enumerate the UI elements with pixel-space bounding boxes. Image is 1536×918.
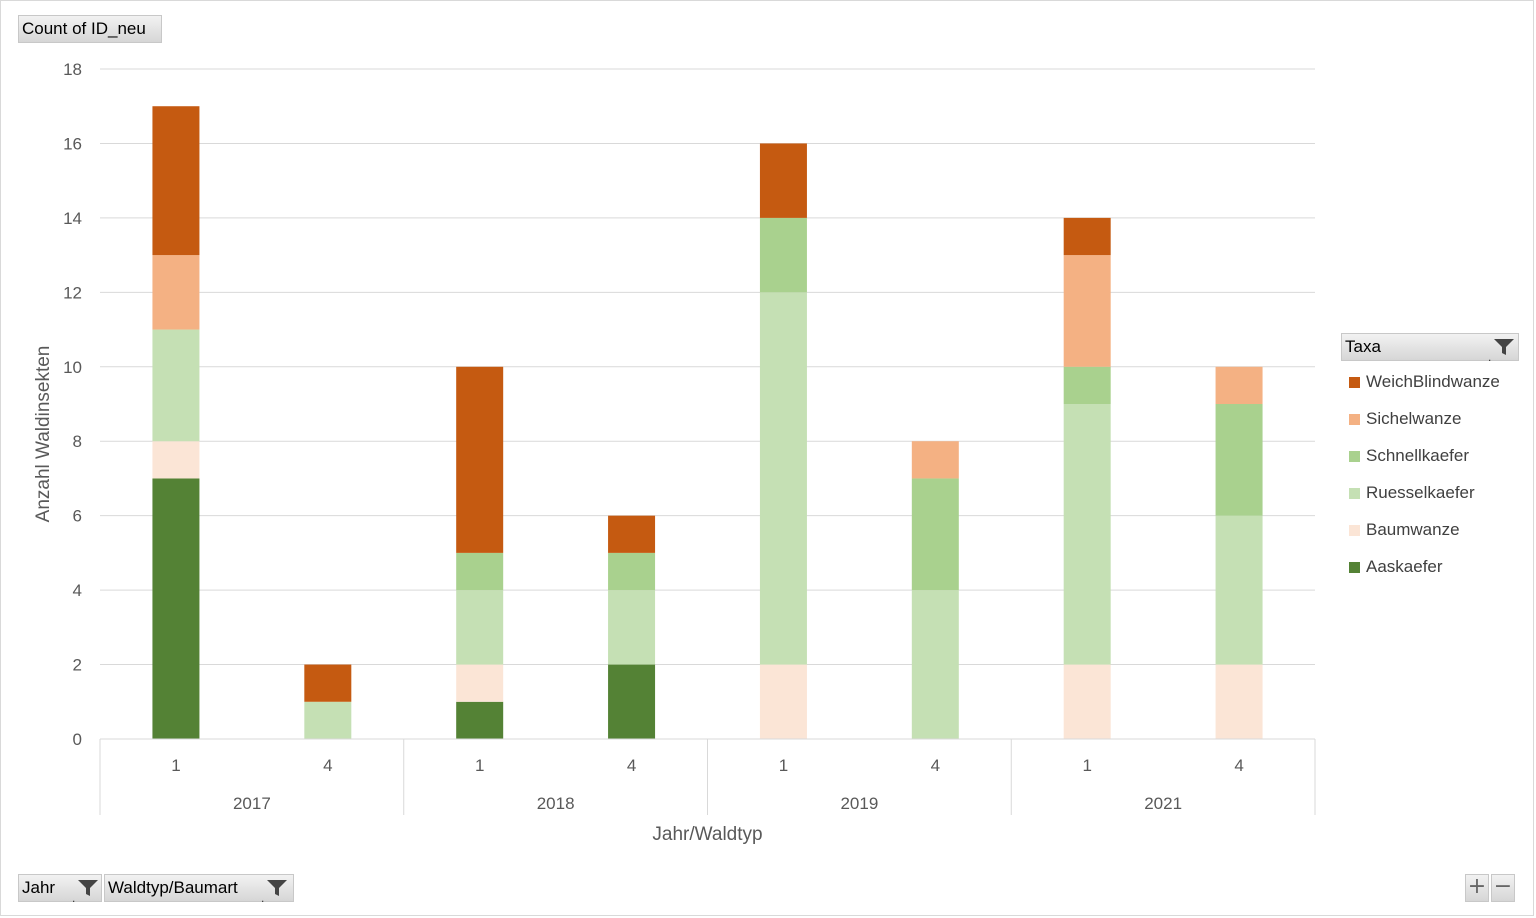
legend-taxa-filter-button[interactable]: Taxa . (1341, 333, 1519, 364)
bar-segment (759, 143, 807, 218)
y-tick-label: 14 (63, 209, 82, 228)
filter-icon (78, 880, 98, 896)
x-group-label: 2019 (840, 794, 878, 813)
bar-segment (608, 590, 656, 665)
bar-segment (608, 664, 656, 739)
filter-icon (1494, 339, 1514, 355)
legend-label: Schnellkaefer (1366, 446, 1470, 465)
bar-segment (1063, 366, 1111, 404)
x-group-label: 2017 (233, 794, 271, 813)
bar-segment (1063, 217, 1111, 256)
x-tick-label: 1 (779, 756, 788, 775)
bar-segment (1215, 664, 1263, 739)
bar-segment (456, 552, 504, 591)
bar-segment (1215, 404, 1263, 516)
x-group-label: 2021 (1144, 794, 1182, 813)
jahr-field-label: Jahr (22, 878, 56, 897)
y-axis-title: Anzahl Waldinsekten (33, 346, 54, 523)
legend-swatch (1349, 414, 1360, 425)
bar-segment (759, 217, 807, 293)
y-tick-label: 2 (73, 656, 82, 675)
bar-segment (1063, 664, 1111, 739)
legend-swatch (1349, 562, 1360, 573)
bar-segment (759, 664, 807, 739)
legend-swatch (1349, 488, 1360, 499)
x-group-label: 2018 (537, 794, 575, 813)
y-tick-label: 8 (73, 432, 82, 451)
legend-swatch (1349, 451, 1360, 462)
bar-segment (304, 664, 352, 702)
x-tick-label: 4 (931, 756, 940, 775)
jahr-filter-button[interactable]: Jahr . (18, 874, 102, 905)
legend-label: Baumwanze (1366, 520, 1460, 539)
legend-label: Ruesselkaefer (1366, 483, 1475, 502)
x-tick-label: 1 (475, 756, 484, 775)
bar-segment (911, 441, 959, 479)
x-tick-label: 1 (1082, 756, 1091, 775)
y-tick-label: 18 (63, 60, 82, 79)
legend-swatch (1349, 525, 1360, 536)
value-field-button[interactable]: Count of ID_neu (18, 15, 162, 43)
legend-swatch (1349, 377, 1360, 388)
bar-segment (456, 590, 504, 665)
waldtyp-filter-button[interactable]: Waldtyp/Baumart . (104, 874, 294, 905)
bar-segment (911, 478, 959, 591)
y-tick-label: 0 (73, 730, 82, 749)
filter-icon (267, 880, 287, 896)
value-field-label: Count of ID_neu (22, 19, 146, 38)
bar-segment (456, 366, 504, 553)
bar-segment (911, 590, 959, 739)
bar-segment (1063, 255, 1111, 367)
collapse-button[interactable]: − (1491, 874, 1515, 902)
bar-segment (608, 515, 656, 553)
y-tick-label: 6 (73, 507, 82, 526)
x-tick-label: 4 (323, 756, 332, 775)
y-tick-label: 12 (63, 283, 82, 302)
bar-segment (152, 106, 200, 256)
x-tick-label: 1 (171, 756, 180, 775)
y-tick-label: 10 (63, 358, 82, 377)
y-tick-label: 4 (73, 581, 82, 600)
bar-segment (1215, 366, 1263, 404)
x-tick-label: 4 (1234, 756, 1243, 775)
bar-segment (1215, 515, 1263, 665)
y-tick-label: 16 (63, 134, 82, 153)
bar-segment (1063, 404, 1111, 665)
bar-segment (152, 478, 200, 739)
bar-segment (152, 329, 200, 442)
legend-title: Taxa (1345, 337, 1381, 356)
bar-segment (152, 255, 200, 330)
waldtyp-field-label: Waldtyp/Baumart (108, 878, 238, 897)
bar-segment (759, 292, 807, 665)
bar-segment (456, 701, 504, 739)
bar-segment (456, 664, 504, 702)
legend-label: Aaskaefer (1366, 557, 1443, 576)
bar-segment (608, 552, 656, 591)
expand-button[interactable]: + (1465, 874, 1489, 902)
x-axis-title: Jahr/Waldtyp (652, 824, 762, 845)
bar-segment (152, 441, 200, 479)
legend-label: WeichBlindwanze (1366, 372, 1500, 391)
bar-segment (304, 701, 352, 739)
legend-label: Sichelwanze (1366, 409, 1462, 428)
x-tick-label: 4 (627, 756, 636, 775)
